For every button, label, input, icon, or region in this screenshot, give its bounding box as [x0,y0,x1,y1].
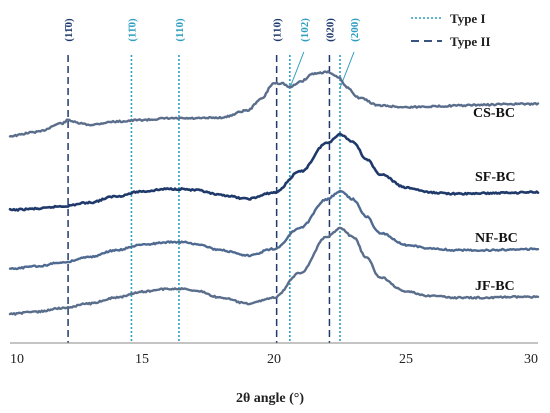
series-curve-cs-bc [8,70,540,138]
series-label-jf-bc: JF-BC [475,279,515,294]
reference-label-1: (11̄0) [63,18,75,42]
reference-label-4: (110) [272,18,284,42]
x-axis-title: 2θ angle (°) [236,391,304,406]
reference-label-2: (11̄0) [126,18,138,42]
reference-label-5: (102) [299,18,311,42]
legend-label-2: Type II [450,34,491,49]
x-axis: 10 15 20 25 30 [10,342,538,367]
reference-lines [67,55,341,343]
x-tick-label-20: 20 [267,352,281,367]
reference-label-6: (020) [324,18,336,42]
reference-label-3: (110) [174,18,186,42]
series-curve-nf-bc [8,189,540,271]
x-tick-label-10: 10 [10,352,24,367]
series-curve-sf-bc [8,132,540,212]
reference-label-7: (200) [349,18,361,42]
series-curves [8,70,540,316]
series-label-sf-bc: SF-BC [475,170,515,185]
x-tick-label-15: 15 [135,352,149,367]
legend: Type I Type II [411,11,491,49]
series-labels: CS-BC SF-BC NF-BC JF-BC [473,106,518,294]
reference-leader-5 [289,51,305,89]
x-tick-label-25: 25 [399,352,413,367]
x-tick-label-30: 30 [524,352,538,367]
reference-labels: (11̄0) (11̄0) (110) (110) (102) (020) (200) [63,18,361,89]
series-curve-jf-bc [8,226,540,316]
series-label-cs-bc: CS-BC [473,106,515,121]
legend-label-1: Type I [450,11,486,26]
series-label-nf-bc: NF-BC [475,231,518,246]
